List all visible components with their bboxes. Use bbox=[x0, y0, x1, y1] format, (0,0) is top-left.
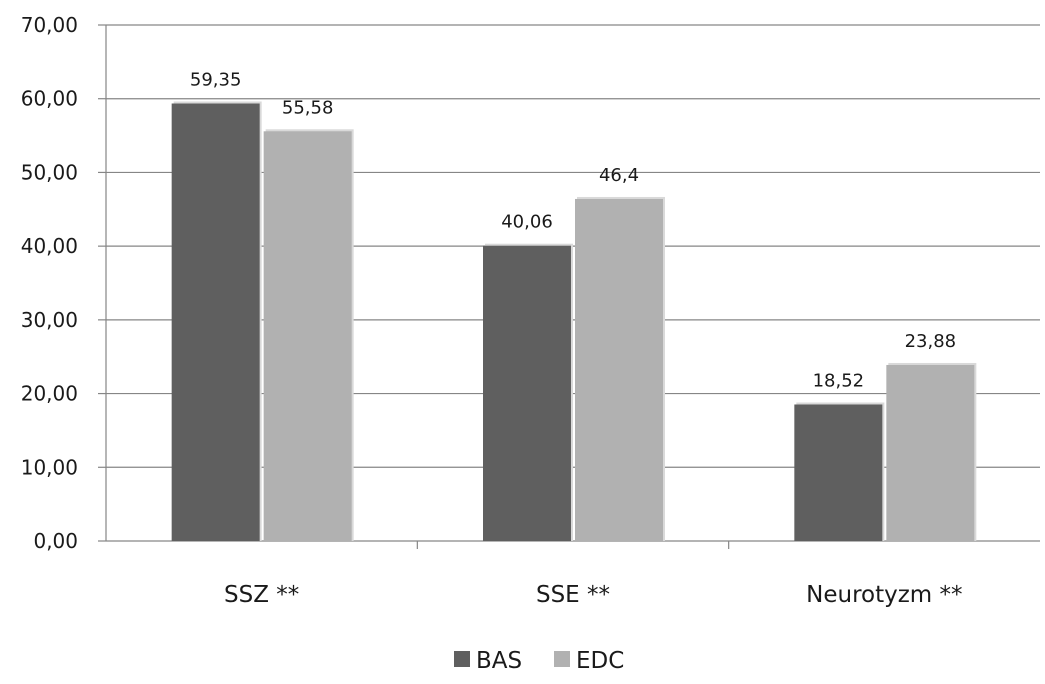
legend: BAS EDC bbox=[454, 648, 624, 674]
bar-bas bbox=[171, 103, 260, 542]
y-tick-label: 50,00 bbox=[21, 160, 78, 184]
y-tick-label: 60,00 bbox=[21, 87, 78, 111]
y-tick-label: 40,00 bbox=[21, 234, 78, 258]
y-tick-label: 20,00 bbox=[21, 382, 78, 406]
legend-swatch-bas bbox=[454, 651, 470, 667]
y-tick-label: 10,00 bbox=[21, 455, 78, 479]
labels: 59,35 55,58 SSZ ** 40,06 46,4 SSE ** 18,52 23,8… bbox=[190, 70, 963, 608]
data-label: 55,58 bbox=[282, 97, 334, 118]
bar-edc bbox=[886, 364, 975, 541]
data-label: 59,35 bbox=[190, 70, 242, 91]
y-tick-label: 0,00 bbox=[33, 529, 78, 553]
category-label: SSZ ** bbox=[224, 582, 299, 608]
y-tick-label: 70,00 bbox=[21, 13, 78, 37]
legend-swatch-edc bbox=[554, 651, 570, 667]
bar-bas bbox=[483, 245, 571, 542]
bar-bas bbox=[794, 404, 883, 541]
y-tick-label: 30,00 bbox=[21, 308, 78, 332]
data-label: 46,4 bbox=[599, 165, 639, 186]
bars bbox=[171, 101, 977, 542]
data-label: 18,52 bbox=[813, 370, 865, 391]
category-label: SSE ** bbox=[536, 582, 610, 608]
data-label: 40,06 bbox=[501, 212, 553, 233]
bar-edc bbox=[263, 131, 352, 541]
data-label: 23,88 bbox=[905, 331, 957, 352]
legend-label-bas: BAS bbox=[476, 648, 522, 674]
legend-label-edc: EDC bbox=[576, 648, 624, 674]
category-label: Neurotyzm ** bbox=[806, 582, 962, 608]
bar-edc bbox=[575, 198, 663, 542]
